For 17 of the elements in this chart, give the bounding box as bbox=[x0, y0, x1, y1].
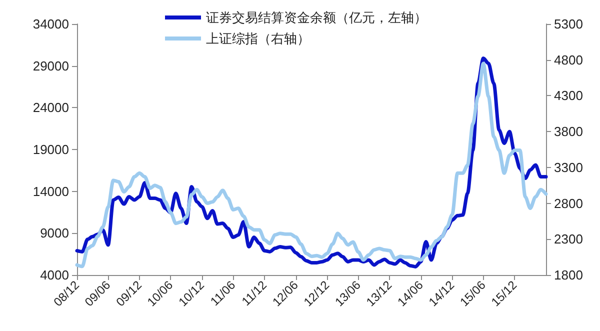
y2-tick-label: 3800 bbox=[554, 124, 583, 140]
y-tick-label: 9000 bbox=[40, 226, 69, 241]
y-tick-label: 29000 bbox=[32, 58, 69, 74]
y2-tick-label: 4800 bbox=[554, 52, 583, 68]
y2-tick-label: 1800 bbox=[554, 268, 583, 282]
y-tick-label: 19000 bbox=[32, 142, 69, 157]
y-tick-label: 34000 bbox=[32, 16, 69, 32]
y2-tick-label: 5300 bbox=[554, 16, 583, 32]
y2-tick-label: 4300 bbox=[554, 88, 583, 104]
y2-tick-label: 2800 bbox=[554, 196, 583, 211]
y2-tick-label: 3300 bbox=[554, 160, 583, 175]
y2-tick-label: 2300 bbox=[554, 232, 583, 247]
y-tick-label: 14000 bbox=[32, 184, 69, 199]
legend-label: 上证综指（右轴） bbox=[206, 31, 310, 46]
y-tick-label: 4000 bbox=[40, 268, 69, 282]
legend-label: 证券交易结算资金余额（亿元，左轴） bbox=[206, 10, 427, 25]
y-tick-label: 24000 bbox=[32, 100, 69, 116]
